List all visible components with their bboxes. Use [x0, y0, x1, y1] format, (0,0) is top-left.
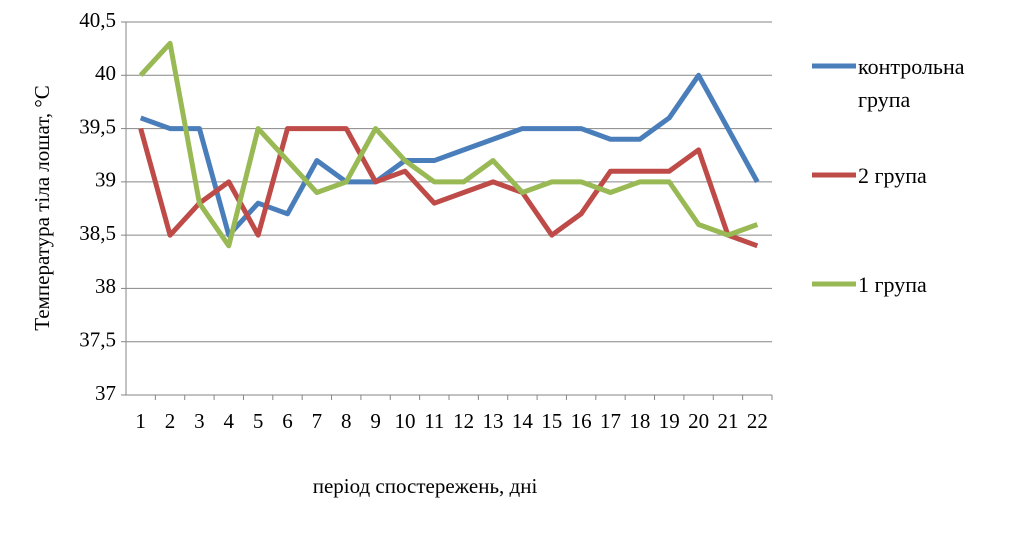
x-axis-label: період спостережень, дні	[313, 474, 538, 498]
x-tick-label: 10	[394, 409, 415, 433]
y-tick-label: 39	[95, 168, 116, 192]
y-axis-label: Температура тіла лошат, °С	[30, 85, 54, 330]
y-tick-label: 38,5	[79, 221, 116, 245]
x-tick-label: 18	[629, 409, 650, 433]
y-tick-label: 38	[95, 274, 116, 298]
x-tick-label: 21	[717, 409, 738, 433]
x-tick-label: 19	[659, 409, 680, 433]
x-tick-label: 7	[312, 409, 323, 433]
x-tick-label: 20	[688, 409, 709, 433]
legend-label: 1 група	[858, 272, 927, 297]
x-tick-label: 5	[253, 409, 264, 433]
series-line	[138, 126, 759, 249]
x-tick-label: 2	[165, 409, 176, 433]
y-tick-label: 39,5	[79, 114, 116, 138]
x-tick-label: 17	[600, 409, 621, 433]
x-tick-label: 12	[453, 409, 474, 433]
x-tick-label: 22	[747, 409, 768, 433]
y-tick-label: 37,5	[79, 328, 116, 352]
y-tick-label: 37	[95, 381, 116, 405]
x-tick-label: 11	[424, 409, 444, 433]
series-line	[138, 40, 759, 249]
x-tick-label: 1	[135, 409, 146, 433]
y-tick-label: 40,5	[79, 8, 116, 32]
series-line	[139, 72, 760, 238]
x-tick-label: 14	[512, 409, 534, 433]
x-tick-label: 9	[370, 409, 381, 433]
x-tick-label: 6	[282, 409, 293, 433]
y-tick-label: 40	[95, 61, 116, 85]
x-tick-label: 16	[571, 409, 592, 433]
x-tick-label: 3	[194, 409, 205, 433]
legend-label: 2 група	[858, 163, 927, 188]
x-tick-label: 8	[341, 409, 352, 433]
x-tick-label: 4	[224, 409, 235, 433]
legend-label: контрольна група	[858, 54, 965, 112]
x-tick-label: 15	[541, 409, 562, 433]
x-tick-label: 13	[483, 409, 504, 433]
